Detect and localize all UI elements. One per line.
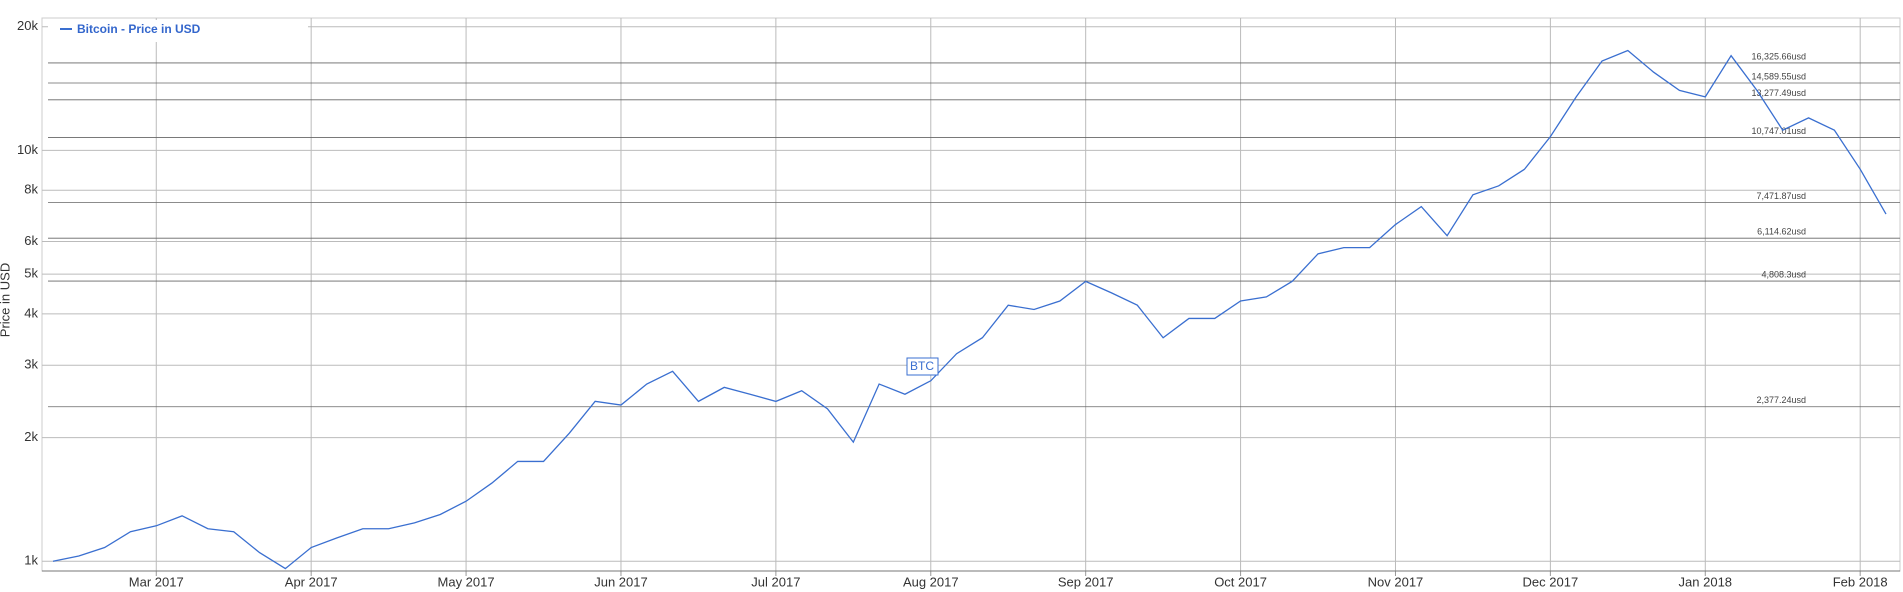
y-tick-label: 10k xyxy=(17,142,38,157)
flag-box xyxy=(906,357,939,376)
annotation-label: 14,589.55usd xyxy=(1751,71,1806,81)
y-tick-label: 8k xyxy=(24,182,38,197)
x-tick-label: May 2017 xyxy=(438,574,495,589)
annotation-label: 13,277.49usd xyxy=(1751,88,1806,98)
plot-area xyxy=(41,17,1901,572)
y-tick-label: 3k xyxy=(24,357,38,372)
annotation-label: 4,808.3usd xyxy=(1761,269,1806,279)
flag-label: BTC xyxy=(910,359,934,373)
annotation-label: 7,471.87usd xyxy=(1756,191,1806,201)
x-tick-label: Mar 2017 xyxy=(129,574,184,589)
x-tick-label: Apr 2017 xyxy=(285,574,338,589)
x-tick-label: Oct 2017 xyxy=(1214,574,1267,589)
y-tick-label: 2k xyxy=(24,429,38,444)
x-tick-label: Nov 2017 xyxy=(1368,574,1424,589)
x-tick-label: Sep 2017 xyxy=(1058,574,1114,589)
y-tick-label: 6k xyxy=(24,233,38,248)
legend-label: Bitcoin - Price in USD xyxy=(77,22,201,36)
x-tick-label: Jan 2018 xyxy=(1679,574,1733,589)
y-tick-label: 4k xyxy=(24,305,38,320)
annotation-label: 10,747.01usd xyxy=(1751,126,1806,136)
legend-box xyxy=(48,20,308,42)
price-line xyxy=(52,49,1887,570)
y-tick-label: 20k xyxy=(17,18,38,33)
annotation-label: 6,114.62usd xyxy=(1757,227,1806,237)
y-tick-label: 1k xyxy=(24,553,38,568)
x-tick-label: Feb 2018 xyxy=(1833,574,1888,589)
flag: BTC xyxy=(906,357,939,376)
annotation-label: 2,377.24usd xyxy=(1756,395,1806,405)
y-axis-label: Price in USD xyxy=(0,263,12,337)
annotation-label: 16,325.66usd xyxy=(1751,51,1806,61)
x-tick-label: Jun 2017 xyxy=(594,574,648,589)
x-tick-label: Jul 2017 xyxy=(751,574,800,589)
x-tick-label: Aug 2017 xyxy=(903,574,959,589)
y-tick-label: 5k xyxy=(24,266,38,281)
x-tick-label: Dec 2017 xyxy=(1523,574,1579,589)
